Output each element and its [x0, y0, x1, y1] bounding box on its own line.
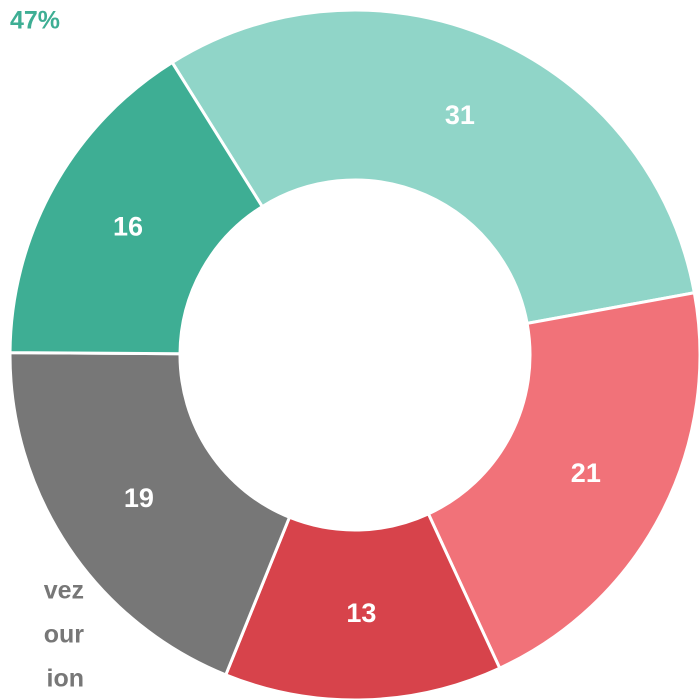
- slice: [8, 60, 265, 356]
- slice: [170, 8, 697, 326]
- slice-label: 13: [346, 598, 376, 628]
- annotation: 47%: [10, 7, 60, 35]
- annotation: our: [44, 621, 85, 649]
- slice: [426, 290, 700, 671]
- annotation: ion: [47, 665, 85, 693]
- slice: [223, 511, 502, 700]
- slice-label: 16: [113, 211, 143, 241]
- slice-label: 19: [124, 483, 154, 513]
- annotation: vez: [44, 577, 84, 605]
- slice-label: 21: [571, 458, 601, 488]
- slice-label: 31: [445, 100, 475, 130]
- slice: [8, 351, 292, 677]
